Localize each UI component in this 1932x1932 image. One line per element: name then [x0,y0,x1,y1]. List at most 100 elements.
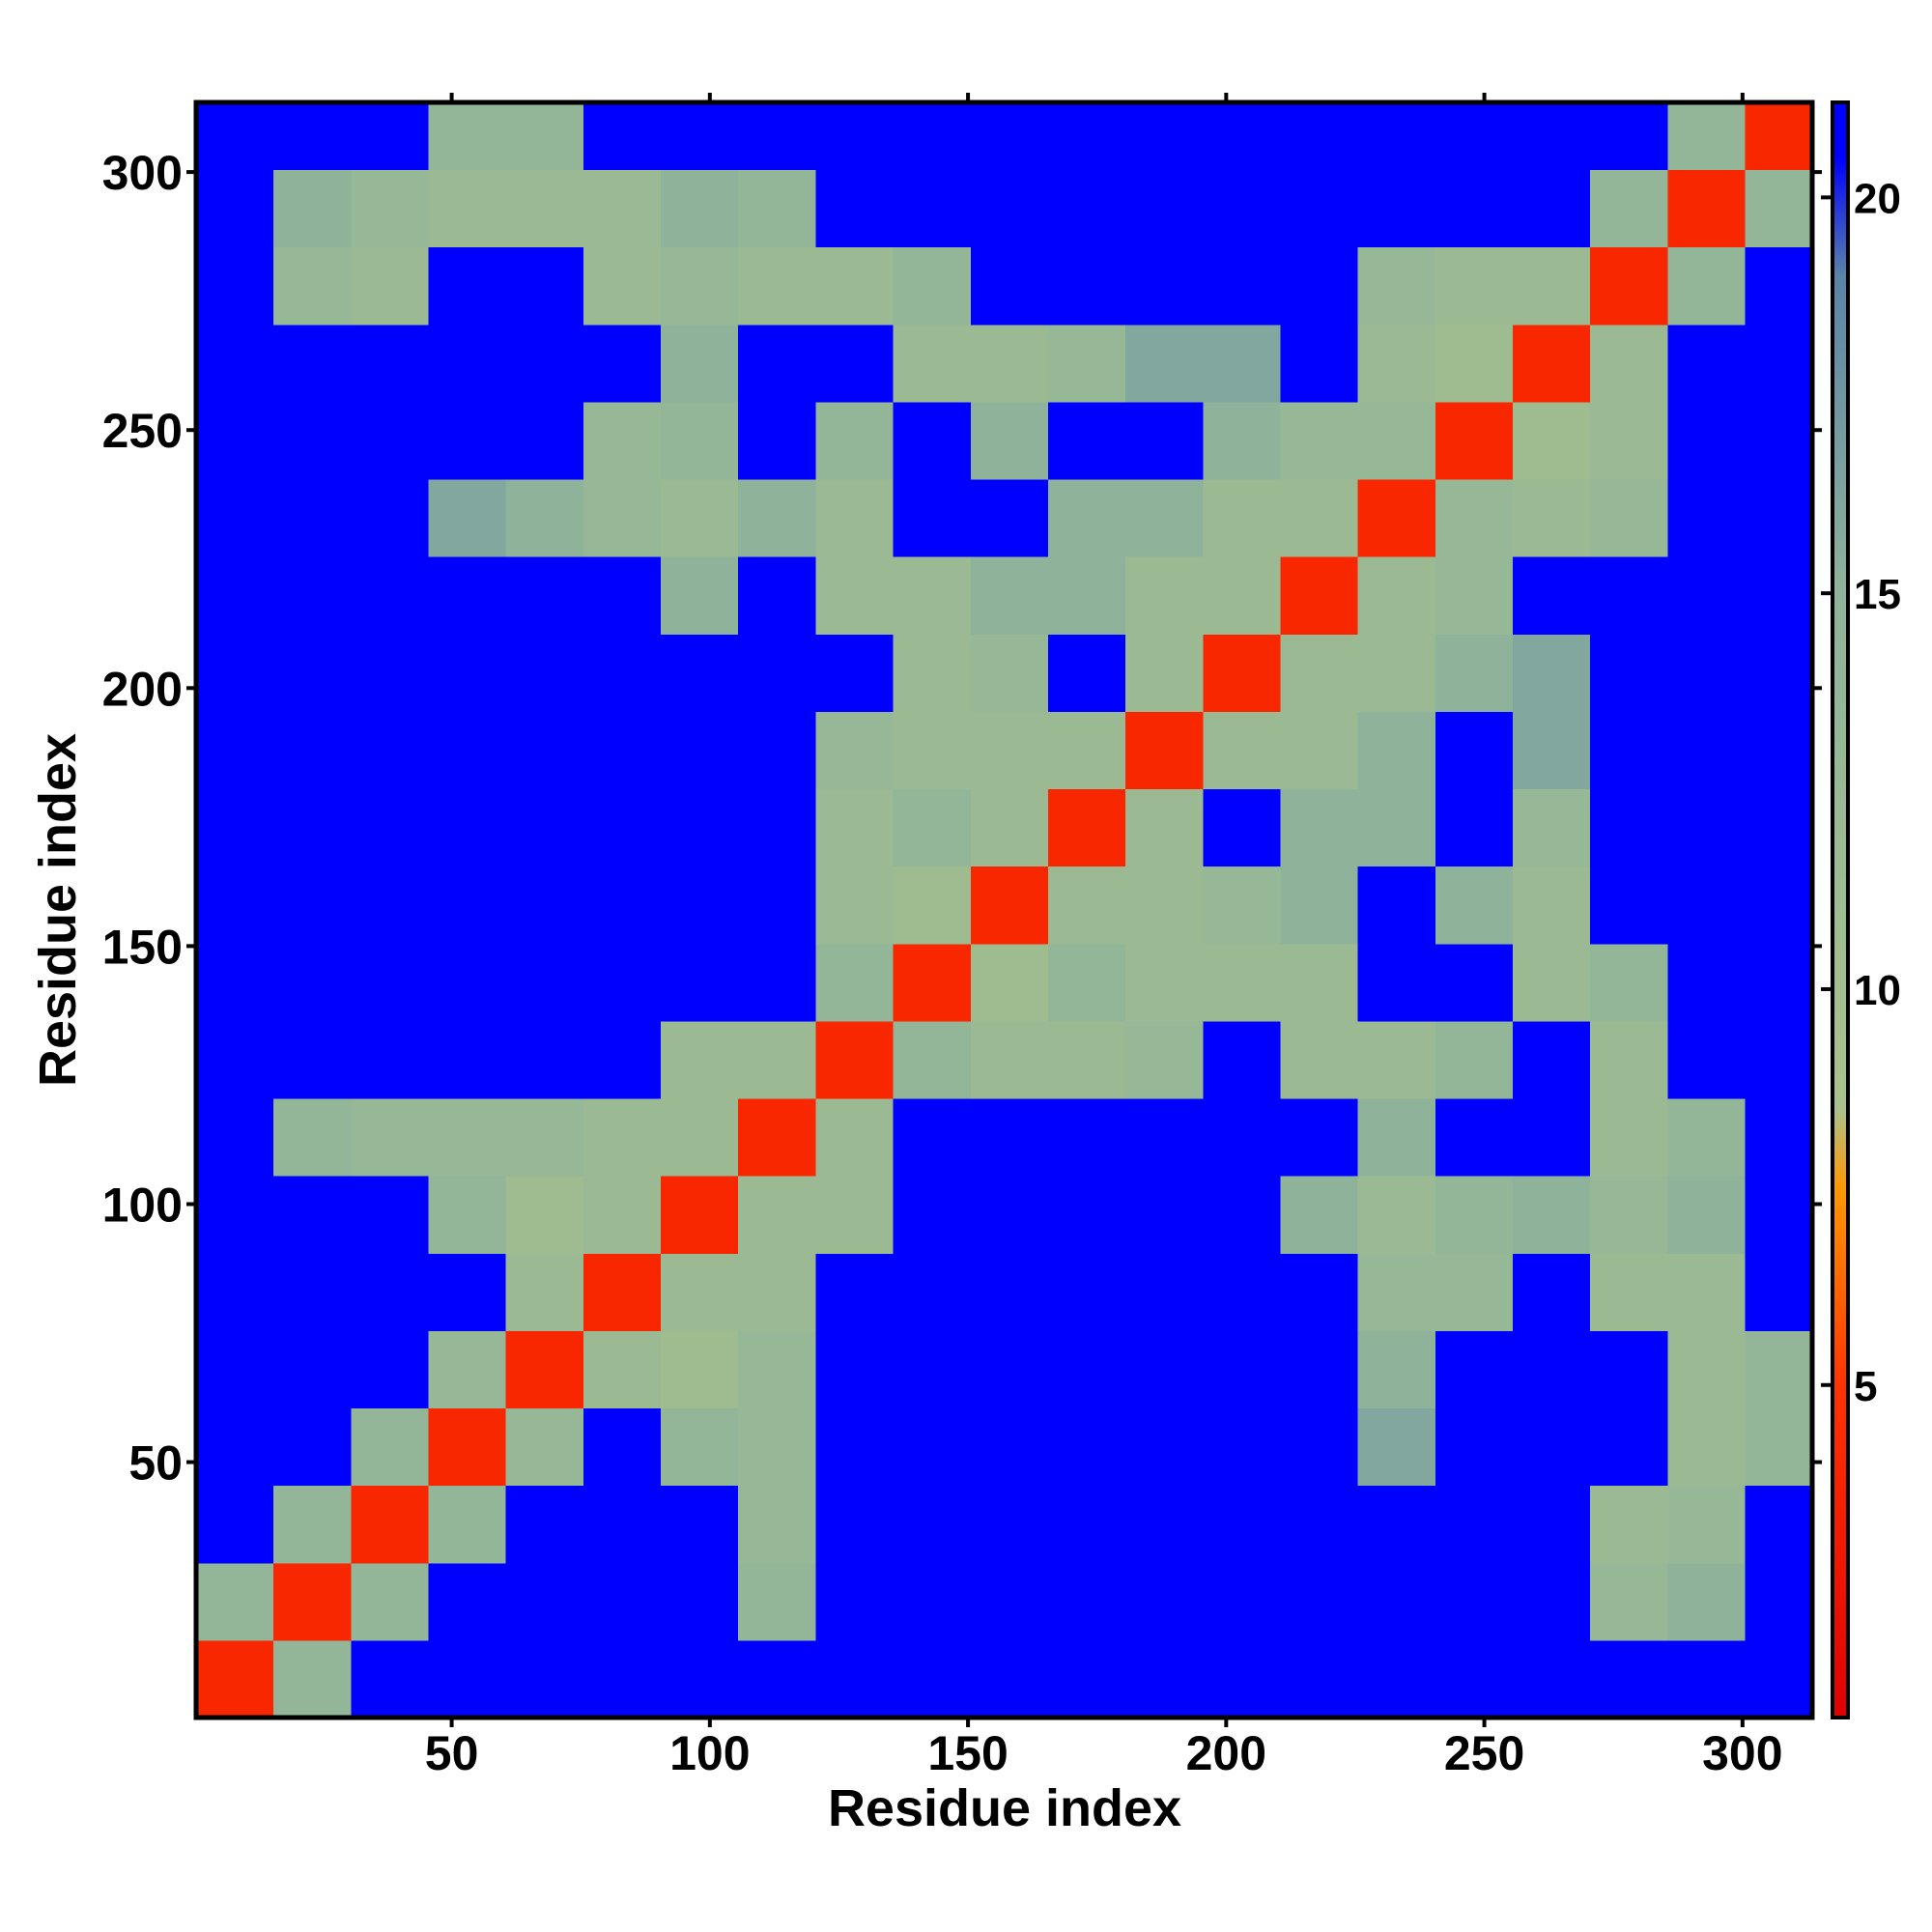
heatmap-cell [428,1020,507,1099]
heatmap-cell [1280,478,1359,557]
heatmap-cell [1435,1020,1514,1099]
heatmap-cell [1357,634,1436,712]
heatmap-cell [1280,102,1359,171]
heatmap-cell [1590,1253,1668,1331]
heatmap-cell [1125,1020,1204,1099]
heatmap-cell [1047,866,1126,945]
heatmap-cell [1357,1253,1436,1331]
heatmap-cell [196,324,274,403]
heatmap-cell [1357,788,1436,867]
heatmap-cell [196,246,274,326]
heatmap-cell [738,401,817,480]
heatmap-cell [815,1097,895,1177]
heatmap-cell [1435,1562,1514,1641]
heatmap-cell [1203,711,1282,790]
x-tick-label: 250 [1444,1726,1524,1780]
heatmap-cell [1125,788,1204,867]
heatmap-cell [428,1407,507,1487]
heatmap-cell [273,556,352,635]
y-tick-label: 200 [102,662,183,716]
heatmap-cell [1280,1253,1359,1331]
heatmap-cell [1512,478,1591,557]
heatmap-cell [970,556,1049,635]
heatmap-cell [815,478,895,557]
heatmap-cell [1203,1562,1282,1641]
heatmap-cell [582,634,662,712]
heatmap-cell [1590,634,1668,712]
heatmap-cell [1745,1407,1813,1487]
heatmap-cell [1512,711,1591,790]
heatmap-cell [738,1176,817,1254]
heatmap-cell [351,943,430,1022]
heatmap-cell [196,711,274,790]
heatmap-cell [1125,478,1204,557]
heatmap-cell [1125,401,1204,480]
heatmap-cell [582,169,662,248]
heatmap-cell [505,1407,584,1487]
heatmap-cell [1745,478,1813,557]
heatmap-cell [1590,943,1668,1022]
heatmap-cell [1590,556,1668,635]
heatmap-cell [582,1407,662,1487]
heatmap-cell [1745,866,1813,945]
heatmap-cell [428,1562,507,1641]
heatmap-cell [1667,246,1747,326]
heatmap-cell [196,478,274,557]
heatmap-cell [1667,1639,1747,1719]
heatmap-cell [970,1020,1049,1099]
heatmap-cell [505,169,584,248]
heatmap-cell [196,1639,274,1719]
heatmap-cell [1667,788,1747,867]
heatmap-cell [661,1176,739,1254]
heatmap-cell [351,634,430,712]
heatmap-cell [1512,324,1591,403]
heatmap-cell [1667,401,1747,480]
heatmap-cell [893,711,972,790]
heatmap-cell [1667,866,1747,945]
heatmap-cell [1512,556,1591,635]
heatmap-cell [661,324,739,403]
heatmap-cell [1203,1020,1282,1099]
y-axis-title: Residue index [29,733,87,1087]
heatmap-cell [1745,634,1813,712]
heatmap-cell [1280,1562,1359,1641]
heatmap-cell [273,1407,352,1487]
heatmap-cell [1745,1097,1813,1177]
heatmap-cell [351,1253,430,1331]
heatmap-cell [815,1330,895,1409]
heatmap-cell [1047,788,1126,867]
heatmap-cell [1745,1176,1813,1254]
heatmap-cell [1125,1253,1204,1331]
heatmap-cell [351,1020,430,1099]
heatmap-cell [1512,246,1591,326]
heatmap-cell [738,943,817,1022]
heatmap-cell [661,943,739,1022]
heatmap-cell [1435,634,1514,712]
heatmap-cell [428,1639,507,1719]
heatmap-cell [1357,1020,1436,1099]
heatmap-cell [1203,1330,1282,1409]
heatmap-cell [1435,1330,1514,1409]
heatmap-cell [815,102,895,171]
heatmap-cell [1125,1097,1204,1177]
heatmap-cell [428,634,507,712]
heatmap-cell [1435,556,1514,635]
heatmap-cell [1590,1176,1668,1254]
heatmap-cell [1280,1330,1359,1409]
heatmap-cell [661,556,739,635]
heatmap-cell [351,1639,430,1719]
heatmap-cell [1280,1639,1359,1719]
heatmap-cell [1435,1639,1514,1719]
heatmap-cell [815,556,895,635]
heatmap-cell [661,1330,739,1409]
heatmap-cell [1667,1330,1747,1409]
heatmap-cell [1203,1639,1282,1719]
heatmap-cell [351,1097,430,1177]
heatmap-cell [738,1097,817,1177]
heatmap-cell [1590,866,1668,945]
heatmap-cell [196,788,274,867]
heatmap-cell [1590,1097,1668,1177]
heatmap-cell [582,866,662,945]
heatmap-cell [196,102,274,171]
